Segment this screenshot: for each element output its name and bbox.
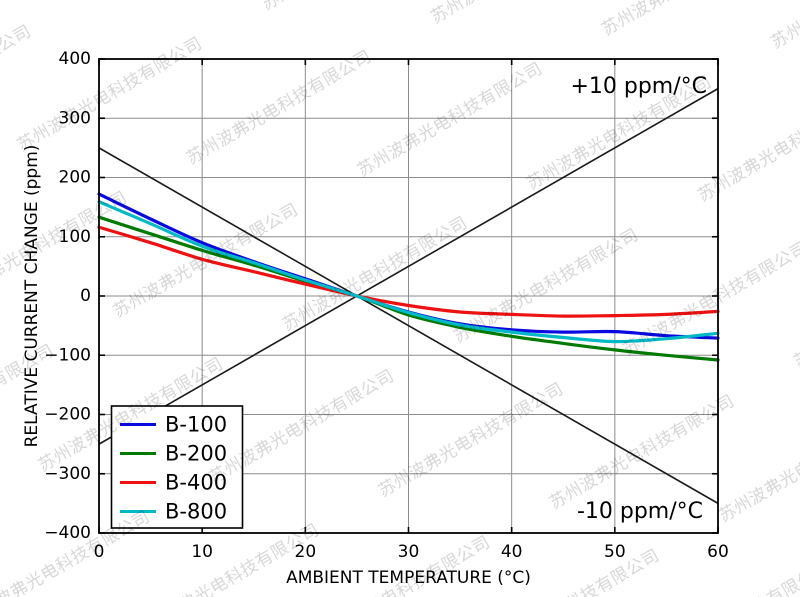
x-tick-label-3: 30 [398, 542, 420, 562]
y-tick-label-1: −300 [44, 464, 91, 484]
legend: B-100 B-200 B-400 B-800 [110, 405, 244, 529]
y-tick-label-3: −100 [44, 345, 91, 365]
x-tick-label-4: 40 [501, 542, 523, 562]
reference-line-plus10 [98, 87, 719, 445]
y-tick-label-2: −200 [44, 405, 91, 425]
legend-label-b-200: B-200 [165, 442, 227, 466]
y-tick-label-5: 100 [59, 227, 91, 247]
legend-label-b-100: B-100 [165, 413, 227, 437]
x-tick-label-2: 20 [295, 542, 317, 562]
series-path-b-400 [97, 225, 720, 318]
annotation-minus10: -10 ppm/°C [577, 499, 703, 524]
y-tick-label-6: 200 [59, 168, 91, 188]
series-path-b-200 [97, 215, 720, 362]
y-tick-label-7: 300 [59, 108, 91, 128]
legend-label-b-800: B-800 [165, 500, 227, 524]
x-tick-label-0: 0 [94, 542, 105, 562]
y-axis-title: RELATIVE CURRENT CHANGE (ppm) [22, 145, 42, 448]
reference-line-minus10 [98, 147, 719, 505]
annotation-plus10: +10 ppm/°C [570, 74, 707, 99]
x-tick-label-5: 50 [604, 542, 626, 562]
x-tick-label-6: 60 [707, 542, 729, 562]
x-axis-title: AMBIENT TEMPERATURE (°C) [286, 568, 531, 588]
y-tick-label-8: 400 [59, 49, 91, 69]
legend-box [110, 405, 244, 529]
legend-label-b-400: B-400 [165, 471, 227, 495]
x-tick-label-1: 10 [191, 542, 213, 562]
y-tick-label-0: −400 [44, 523, 91, 543]
series-path-b-800 [97, 200, 720, 344]
y-tick-label-4: 0 [80, 286, 91, 306]
